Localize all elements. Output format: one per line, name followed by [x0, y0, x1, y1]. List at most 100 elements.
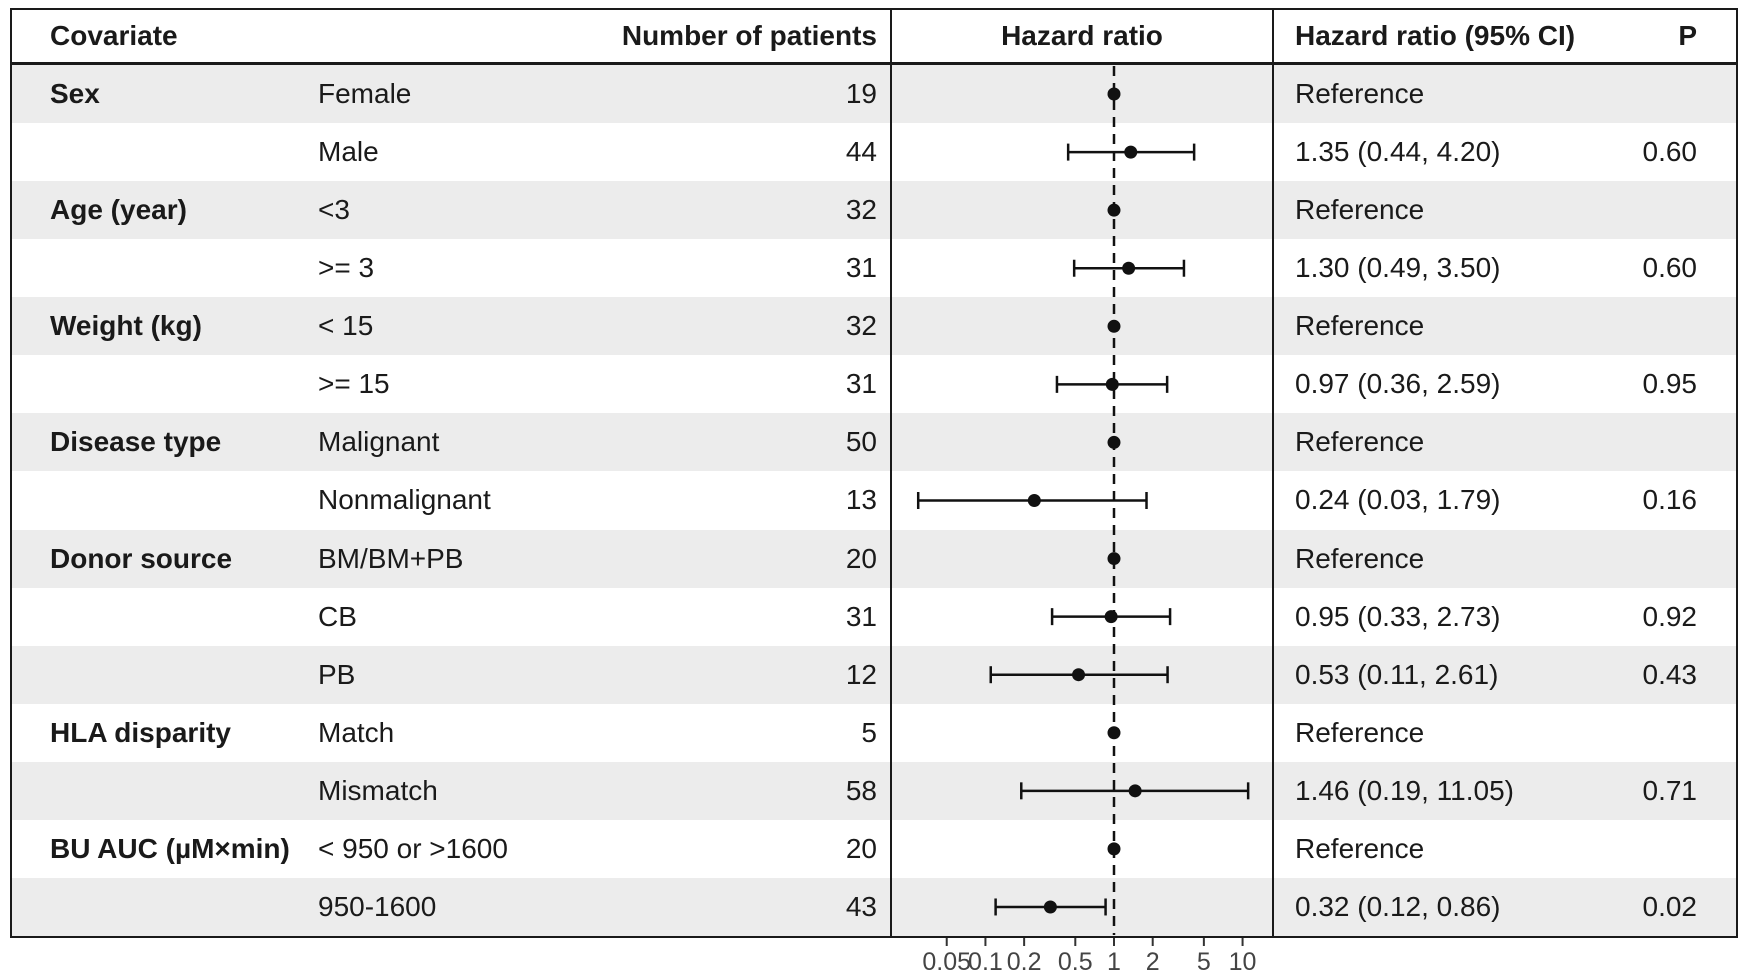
level-label: Nonmalignant	[318, 484, 491, 516]
p-value: 0.43	[1642, 658, 1698, 690]
hr-ci-value: 0.95 (0.33, 2.73)	[1295, 600, 1501, 632]
table-row: PB 12 0.53 (0.11, 2.61) 0.43	[12, 645, 1736, 704]
axis-tick-label: 0.05	[922, 948, 971, 976]
row-right-panel: Reference	[1272, 413, 1736, 472]
patient-count: 43	[845, 890, 877, 922]
row-right-panel: Reference	[1272, 703, 1736, 762]
row-plot-panel	[890, 703, 1272, 762]
level-label: Female	[318, 78, 412, 110]
hr-ci-value: Reference	[1295, 78, 1425, 110]
table-row: Nonmalignant 13 0.24 (0.03, 1.79) 0.16	[12, 471, 1736, 530]
row-left-panel: 950-1600 43	[12, 878, 890, 936]
hr-ci-value: 0.53 (0.11, 2.61)	[1295, 658, 1499, 690]
level-label: 950-1600	[318, 890, 437, 922]
level-label: Male	[318, 136, 379, 168]
hr-ci-value: 1.30 (0.49, 3.50)	[1295, 252, 1501, 284]
hr-ci-value: 0.24 (0.03, 1.79)	[1295, 484, 1501, 516]
covariate-label: BU AUC (µM×min)	[50, 832, 290, 864]
row-left-panel: Age (year) <3 32	[12, 181, 890, 239]
patient-count: 20	[845, 542, 877, 574]
header-right-panel: Hazard ratio (95% CI) P	[1272, 10, 1736, 62]
row-right-panel: 0.53 (0.11, 2.61) 0.43	[1272, 645, 1736, 704]
p-value: 0.60	[1642, 136, 1698, 168]
table-row: Mismatch 58 1.46 (0.19, 11.05) 0.71	[12, 761, 1736, 820]
level-label: < 15	[318, 310, 374, 342]
patient-count: 44	[845, 136, 877, 168]
hr-ci-value: Reference	[1295, 716, 1425, 748]
row-plot-panel	[890, 877, 1272, 936]
hr-ci-value: Reference	[1295, 194, 1425, 226]
p-value: 0.16	[1642, 484, 1698, 516]
row-plot-panel	[890, 819, 1272, 878]
covariate-label: Disease type	[50, 426, 222, 458]
patient-count: 19	[845, 78, 877, 110]
axis-tick-label: 0.5	[1058, 948, 1093, 976]
row-left-panel: Sex Female 19	[12, 65, 890, 123]
figure-frame: Covariate Number of patients Hazard rati…	[10, 8, 1738, 938]
patient-count: 32	[845, 310, 877, 342]
row-plot-panel	[890, 761, 1272, 820]
header-hazard-ratio-ci: Hazard ratio (95% CI)	[1295, 20, 1576, 51]
level-label: < 950 or >1600	[318, 832, 508, 864]
row-left-panel: BU AUC (µM×min) < 950 or >1600 20	[12, 820, 890, 878]
table-row: Donor source BM/BM+PB 20 Reference	[12, 529, 1736, 588]
patient-count: 5	[861, 716, 877, 748]
row-plot-panel	[890, 529, 1272, 588]
row-right-panel: 0.24 (0.03, 1.79) 0.16	[1272, 471, 1736, 530]
table-row: >= 15 31 0.97 (0.36, 2.59) 0.95	[12, 355, 1736, 414]
patient-count: 12	[845, 658, 877, 690]
row-plot-panel	[890, 471, 1272, 530]
row-plot-panel	[890, 587, 1272, 646]
row-plot-panel	[890, 413, 1272, 472]
level-label: >= 3	[318, 252, 375, 284]
covariate-label: Donor source	[50, 542, 233, 574]
patient-count: 50	[845, 426, 877, 458]
header-p-value: P	[1678, 20, 1697, 51]
level-label: <3	[318, 194, 350, 226]
p-value: 0.60	[1642, 252, 1698, 284]
level-label: BM/BM+PB	[318, 542, 464, 574]
row-left-panel: >= 3 31	[12, 239, 890, 297]
table-row: 950-1600 43 0.32 (0.12, 0.86) 0.02	[12, 877, 1736, 936]
hr-ci-value: 0.97 (0.36, 2.59)	[1295, 368, 1501, 400]
row-left-panel: >= 15 31	[12, 355, 890, 413]
covariate-label: Weight (kg)	[50, 310, 202, 342]
row-left-panel: PB 12	[12, 646, 890, 704]
p-value: 0.71	[1642, 774, 1698, 806]
row-right-panel: Reference	[1272, 181, 1736, 240]
hr-ci-value: Reference	[1295, 832, 1425, 864]
axis-tick-label: 0.2	[1007, 948, 1042, 976]
row-left-panel: Mismatch 58	[12, 762, 890, 820]
row-right-panel: 0.97 (0.36, 2.59) 0.95	[1272, 355, 1736, 414]
row-left-panel: Donor source BM/BM+PB 20	[12, 530, 890, 588]
covariate-label: Age (year)	[50, 194, 187, 226]
row-left-panel: CB 31	[12, 588, 890, 646]
header-covariate: Covariate	[50, 20, 178, 51]
row-plot-panel	[890, 123, 1272, 182]
hr-ci-value: Reference	[1295, 542, 1425, 574]
table-row: Disease type Malignant 50 Reference	[12, 413, 1736, 472]
level-label: PB	[318, 658, 356, 690]
row-left-panel: HLA disparity Match 5	[12, 704, 890, 762]
patient-count: 31	[845, 252, 877, 284]
row-right-panel: 0.32 (0.12, 0.86) 0.02	[1272, 877, 1736, 936]
hr-ci-value: 1.46 (0.19, 11.05)	[1295, 774, 1514, 806]
row-plot-panel	[890, 297, 1272, 356]
row-left-panel: Male 44	[12, 123, 890, 181]
header-left-panel: Covariate Number of patients	[12, 10, 890, 62]
p-value: 0.92	[1642, 600, 1698, 632]
table-row: >= 3 31 1.30 (0.49, 3.50) 0.60	[12, 239, 1736, 298]
row-plot-panel	[890, 181, 1272, 240]
row-right-panel: Reference	[1272, 65, 1736, 124]
row-right-panel: Reference	[1272, 819, 1736, 878]
level-label: Mismatch	[318, 774, 438, 806]
row-right-panel: Reference	[1272, 297, 1736, 356]
table-row: HLA disparity Match 5 Reference	[12, 703, 1736, 762]
axis-tick-label: 10	[1229, 948, 1257, 976]
row-plot-panel	[890, 239, 1272, 298]
row-right-panel: 1.46 (0.19, 11.05) 0.71	[1272, 761, 1736, 820]
hr-ci-value: 1.35 (0.44, 4.20)	[1295, 136, 1501, 168]
header-number-of-patients: Number of patients	[621, 20, 877, 51]
table-header: Covariate Number of patients Hazard rati…	[12, 10, 1736, 65]
header-hazard-ratio-plot: Hazard ratio	[890, 10, 1272, 62]
